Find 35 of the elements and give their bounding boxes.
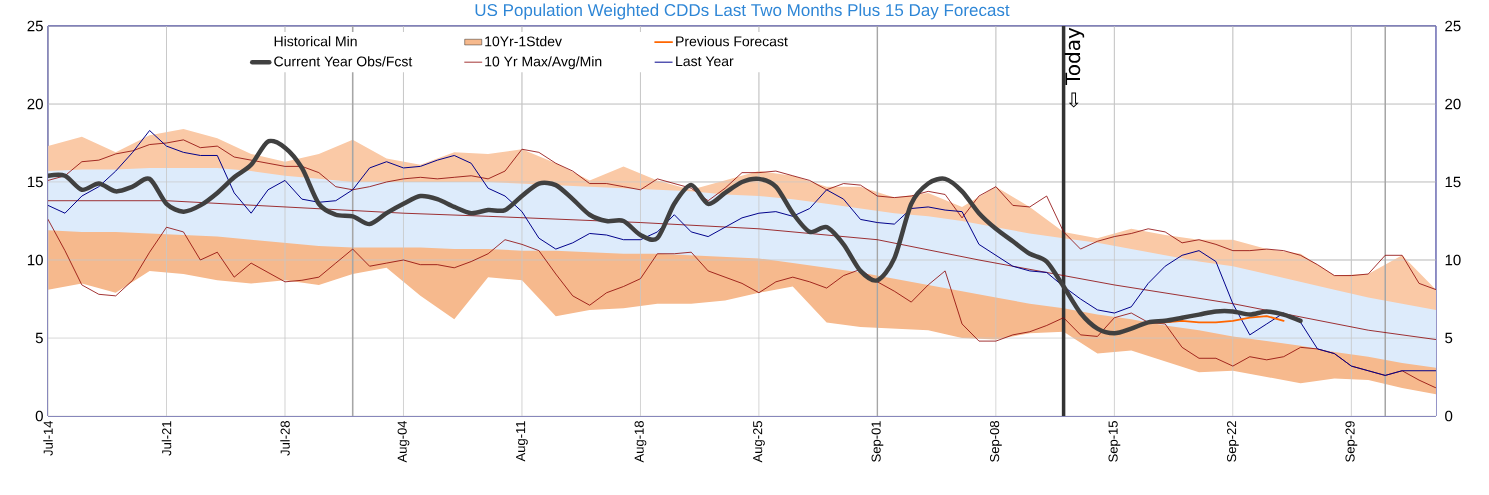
y2-tick-label: 5	[1445, 332, 1453, 344]
ref-line-label: ⇦ Today	[1064, 27, 1085, 108]
x-tick-label: Aug-18	[634, 421, 647, 463]
legend-label: 10 Yr Max/Avg/Min	[485, 56, 602, 70]
y2-tick-label: 0	[1445, 410, 1453, 422]
x-tick-label: Jul-14	[43, 420, 53, 456]
y-tick-label: 25	[27, 20, 43, 32]
y-tick-label: 0	[35, 410, 43, 422]
legend-label: 10Yr-1Stdev	[485, 36, 562, 47]
x-tick-label: Sep-08	[990, 421, 1002, 462]
x-tick-label: Sep-15	[1108, 421, 1121, 462]
x-tick-label: Sep-01	[871, 421, 884, 462]
x-tick-label: Aug-11	[516, 421, 528, 462]
y-tick-label: 15	[27, 176, 43, 188]
x-tick-label: Jul-21	[161, 421, 172, 456]
line-series	[48, 219, 1436, 389]
x-tick-label: Jul-28	[280, 421, 290, 456]
y-tick-label: 10	[27, 254, 43, 266]
legend-label: Previous Forecast	[676, 36, 788, 47]
legend-label: Last Year	[676, 56, 734, 67]
y2-tick-label: 20	[1445, 98, 1461, 110]
x-tick-label: Aug-04	[397, 420, 410, 463]
y2-tick-label: 25	[1445, 20, 1461, 32]
x-tick-label: Sep-22	[1226, 421, 1239, 462]
y-tick-label: 5	[35, 332, 43, 344]
x-tick-label: Sep-29	[1345, 421, 1358, 462]
x-tick-label: Aug-25	[753, 421, 765, 463]
y-tick-label: 20	[27, 98, 43, 110]
text: Historical Min	[274, 36, 357, 47]
line-series	[48, 139, 1303, 336]
legend-label: Current Year Obs/Fcst	[274, 56, 413, 67]
chart-title: US Population Weighted CDDs Last Two Months Plus 15 Day Forecast	[475, 3, 1010, 20]
y2-tick-label: 10	[1445, 254, 1461, 266]
line-series	[48, 200, 1436, 340]
y2-tick-label: 15	[1445, 176, 1461, 188]
